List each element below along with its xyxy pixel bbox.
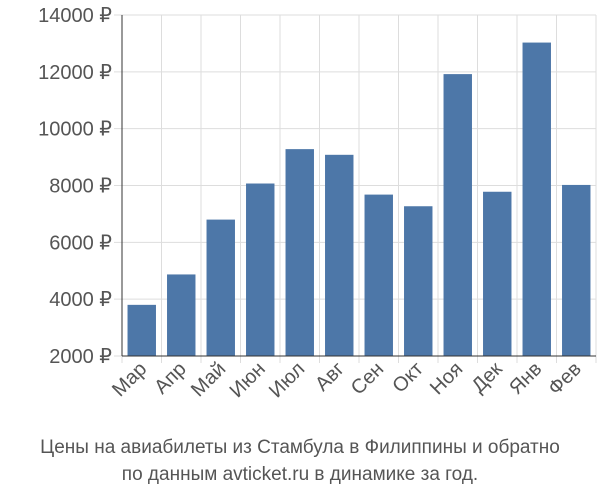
bar-3	[206, 219, 235, 356]
x-tick-label: Май	[187, 358, 230, 401]
bar-7	[364, 194, 393, 356]
bar-1	[127, 304, 156, 356]
bar-6	[325, 154, 354, 356]
bar-4	[246, 183, 275, 356]
bar-10	[483, 191, 512, 356]
y-tick-label: 14000 ₽	[38, 5, 112, 27]
x-tick-label: Июн	[226, 358, 270, 402]
price-bar-chart: 2000 ₽ 4000 ₽ 6000 ₽ 8000 ₽ 10000 ₽ 12000 ₽ 14…	[38, 5, 597, 402]
bar-12	[562, 184, 591, 356]
bar-9	[443, 74, 472, 357]
bar-5	[285, 149, 314, 356]
x-tick-label: Сен	[347, 358, 388, 399]
y-tick-label: 4000 ₽	[49, 289, 112, 311]
bar-11	[522, 42, 551, 356]
chart-caption-line-1: Цены на авиабилеты из Стамбула в Филиппи…	[40, 437, 560, 458]
x-tick-label: Фев	[544, 358, 586, 400]
x-tick-label: Янв	[505, 358, 546, 399]
x-tick-label: Июл	[265, 358, 309, 402]
y-tick-label: 8000 ₽	[49, 176, 112, 198]
x-tick-label: Ноя	[426, 358, 467, 399]
x-tick-label: Окт	[388, 358, 427, 397]
x-tick-label: Мар	[108, 358, 151, 401]
y-tick-label: 12000 ₽	[38, 62, 112, 84]
y-tick-label: 2000 ₽	[49, 346, 112, 368]
y-tick-label: 6000 ₽	[49, 232, 112, 254]
bar-2	[167, 274, 196, 356]
x-tick-label: Авг	[311, 358, 349, 396]
x-tick-label: Дек	[468, 358, 507, 397]
x-tick-label: Апр	[150, 358, 191, 399]
y-tick-label: 10000 ₽	[38, 119, 112, 141]
bar-8	[404, 206, 433, 356]
chart-caption-line-2: по данным avticket.ru в динамике за год.	[121, 464, 479, 485]
